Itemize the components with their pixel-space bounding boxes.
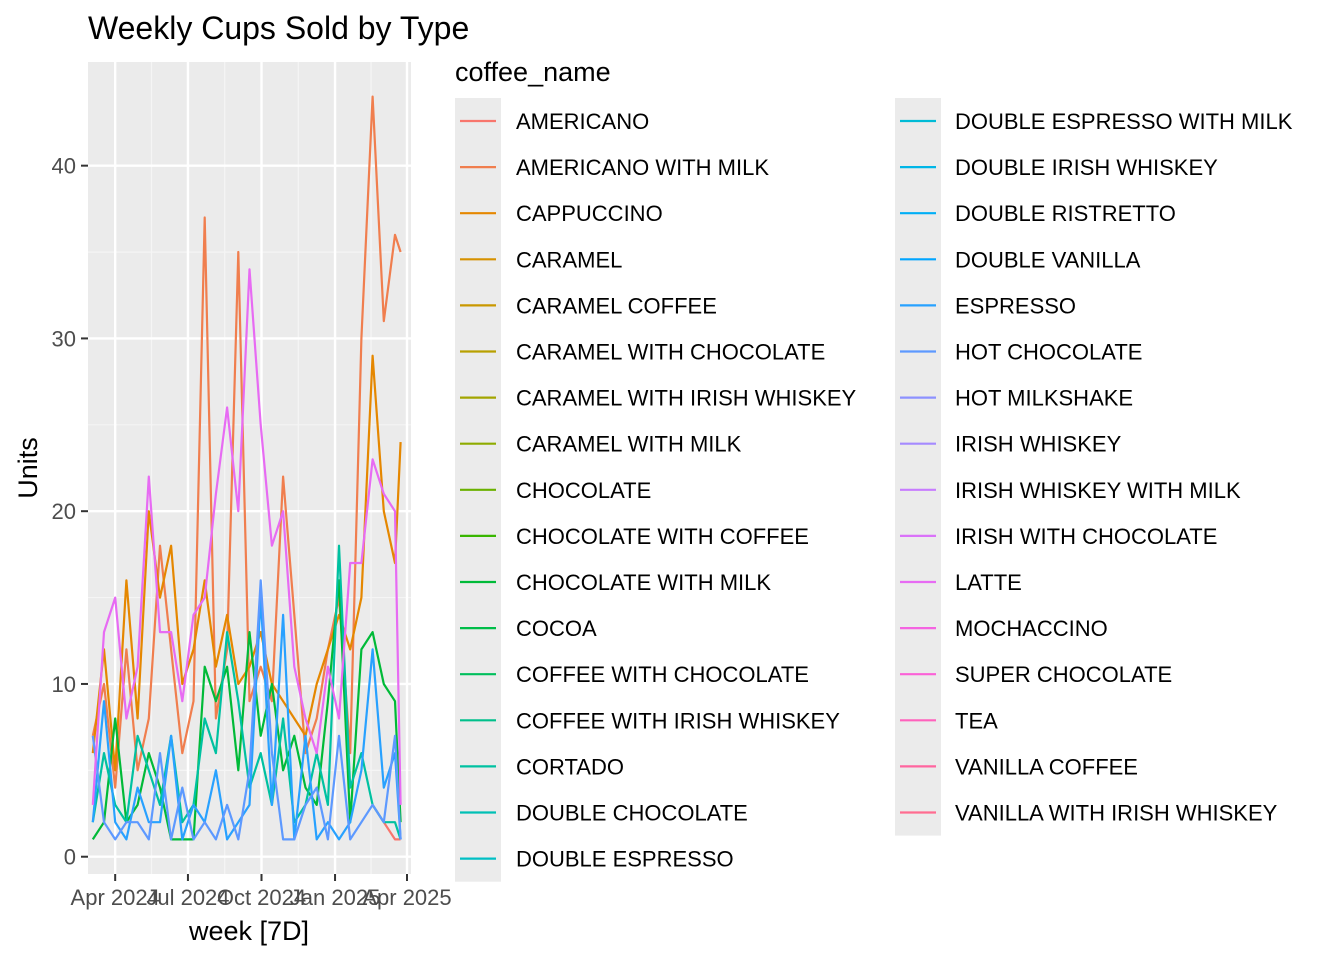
legend-label: CARAMEL WITH CHOCOLATE <box>516 340 825 365</box>
legend-label: AMERICANO <box>516 109 649 134</box>
y-tick-label: 10 <box>52 672 76 697</box>
grid-minor <box>88 62 411 874</box>
legend-label: AMERICANO WITH MILK <box>516 155 769 180</box>
y-axis: 0 10 20 30 40 <box>52 154 88 870</box>
legend-label: DOUBLE VANILLA <box>955 247 1141 272</box>
legend-label: VANILLA COFFEE <box>955 754 1138 779</box>
legend-label: DOUBLE ESPRESSO WITH MILK <box>955 109 1293 134</box>
series-line-latte <box>91 268 402 805</box>
series-line-hot-chocolate <box>91 579 402 841</box>
legend-label: ESPRESSO <box>955 293 1076 318</box>
legend-label: DOUBLE ESPRESSO <box>516 847 734 872</box>
legend-label: DOUBLE IRISH WHISKEY <box>955 155 1218 180</box>
x-tick-label: Apr 2024 <box>71 885 160 910</box>
legend-label: DOUBLE CHOCOLATE <box>516 801 748 826</box>
legend-key-background <box>895 98 941 836</box>
legend-label: HOT MILKSHAKE <box>955 386 1133 411</box>
legend-label: COFFEE WITH IRISH WHISKEY <box>516 708 840 733</box>
x-axis-label: week [7D] <box>188 916 309 946</box>
legend-label: CARAMEL COFFEE <box>516 293 717 318</box>
legend-label: IRISH WHISKEY <box>955 432 1122 457</box>
legend-label: MOCHACCINO <box>955 616 1108 641</box>
y-tick-label: 20 <box>52 499 76 524</box>
y-tick-label: 0 <box>64 845 76 870</box>
legend-label: TEA <box>955 708 998 733</box>
legend-label: CHOCOLATE WITH COFFEE <box>516 524 809 549</box>
series-line-cappuccino <box>91 354 402 772</box>
x-tick-label: Jul 2024 <box>146 885 229 910</box>
y-tick-label: 40 <box>52 154 76 179</box>
legend-label: IRISH WITH CHOCOLATE <box>955 524 1217 549</box>
x-tick-label: Apr 2025 <box>362 885 451 910</box>
legend: AMERICANO AMERICANO WITH MILK CAPPUCCINO CA… <box>455 98 1293 882</box>
series-line-espresso <box>91 596 402 841</box>
legend-title: coffee_name <box>455 57 611 87</box>
legend-label: CARAMEL WITH IRISH WHISKEY <box>516 386 857 411</box>
chart-title: Weekly Cups Sold by Type <box>88 10 469 46</box>
series-layer <box>91 95 402 841</box>
legend-label: CARAMEL WITH MILK <box>516 432 742 457</box>
x-tick-label: Oct 2024 <box>217 885 306 910</box>
legend-label: CORTADO <box>516 754 624 779</box>
legend-label: CHOCOLATE WITH MILK <box>516 570 771 595</box>
x-tick-label: Jan 2025 <box>290 885 381 910</box>
legend-label: LATTE <box>955 570 1022 595</box>
series-line-americano-with-milk <box>91 95 402 789</box>
series-line-chocolate-with-milk <box>91 579 402 841</box>
legend-label: COCOA <box>516 616 597 641</box>
legend-label: COFFEE WITH CHOCOLATE <box>516 662 809 687</box>
legend-label: VANILLA WITH IRISH WHISKEY <box>955 801 1278 826</box>
legend-label: SUPER CHOCOLATE <box>955 662 1172 687</box>
legend-label: DOUBLE RISTRETTO <box>955 201 1176 226</box>
y-tick-label: 30 <box>52 326 76 351</box>
legend-label: CAPPUCCINO <box>516 201 663 226</box>
legend-label: HOT CHOCOLATE <box>955 340 1142 365</box>
legend-label: CHOCOLATE <box>516 478 651 503</box>
legend-label: IRISH WHISKEY WITH MILK <box>955 478 1241 503</box>
legend-label: CARAMEL <box>516 247 622 272</box>
y-axis-label: Units <box>13 437 43 499</box>
